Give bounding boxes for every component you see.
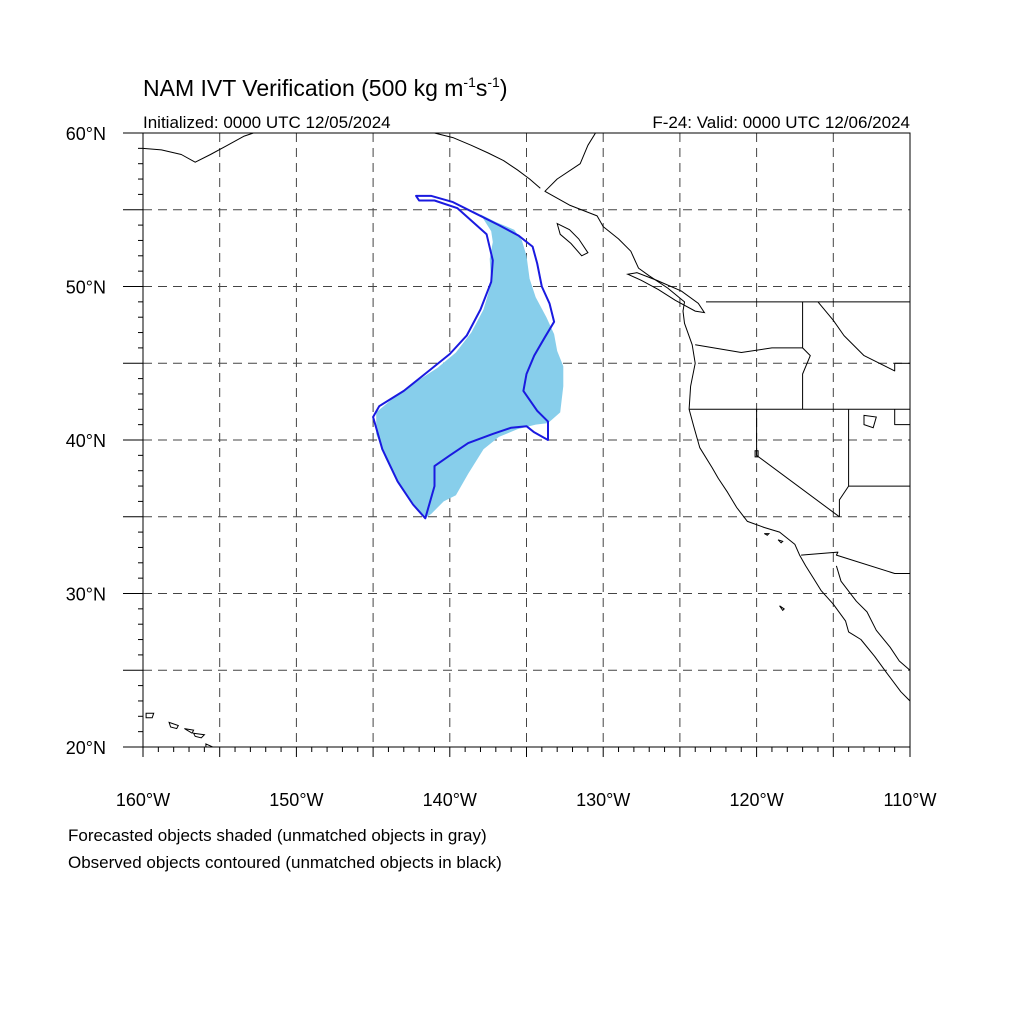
- haida-gwaii: [556, 222, 589, 257]
- lake-outline: [863, 414, 877, 429]
- lat-tick-label: 60°N: [66, 124, 106, 144]
- map-frame: [142, 132, 911, 748]
- lake-outline: [754, 450, 759, 458]
- map-ticks: [123, 132, 911, 757]
- lat-tick-label: 50°N: [66, 278, 106, 298]
- hawaii-island: [145, 712, 155, 719]
- offshore-island: [764, 533, 771, 536]
- observed-caption: Observed objects contoured (unmatched ob…: [68, 853, 502, 872]
- map-title: NAM IVT Verification (500 kg m-1s-1): [143, 74, 508, 101]
- political-border: [756, 409, 840, 518]
- political-border: [817, 301, 896, 372]
- hawaii-island: [168, 721, 180, 730]
- lon-tick-label: 140°W: [423, 790, 477, 810]
- political-border: [894, 409, 910, 426]
- geography-layer: [143, 133, 910, 747]
- vancouver-island: [625, 272, 706, 314]
- political-border: [838, 409, 850, 517]
- lon-tick-label: 150°W: [269, 790, 323, 810]
- lat-tick-label: 20°N: [66, 738, 106, 758]
- forecast-caption: Forecasted objects shaded (unmatched obj…: [68, 826, 487, 845]
- forecast-objects-layer: [376, 214, 564, 519]
- offshore-island: [777, 539, 784, 544]
- lon-tick-label: 160°W: [116, 790, 170, 810]
- west-coast-coastline: [544, 133, 910, 702]
- lon-tick-label: 130°W: [576, 790, 630, 810]
- observed-ivt-object: [372, 194, 556, 520]
- alaska-coastline: [143, 133, 254, 163]
- valid-label: F-24: Valid: 0000 UTC 12/06/2024: [652, 113, 910, 132]
- hawaii-island: [184, 728, 195, 734]
- lat-tick-label: 40°N: [66, 431, 106, 451]
- map-gridlines: [143, 133, 910, 747]
- axis-labels: 160°W 150°W 140°W 130°W 120°W 110°W 60°N 50°N 40…: [66, 124, 937, 810]
- lon-tick-label: 120°W: [729, 790, 783, 810]
- gulf-of-california-coast: [835, 565, 910, 671]
- offshore-island: [779, 605, 785, 612]
- hawaii-island: [192, 732, 206, 739]
- lon-tick-label: 110°W: [884, 790, 937, 810]
- observed-objects-layer: [372, 194, 556, 520]
- initialized-label: Initialized: 0000 UTC 12/05/2024: [143, 113, 391, 132]
- lat-tick-label: 30°N: [66, 585, 106, 605]
- gulf-of-alaska-coastline: [434, 133, 541, 189]
- political-border: [695, 344, 803, 353]
- political-border: [801, 551, 910, 574]
- political-border: [802, 301, 811, 410]
- forecast-ivt-object: [376, 214, 564, 519]
